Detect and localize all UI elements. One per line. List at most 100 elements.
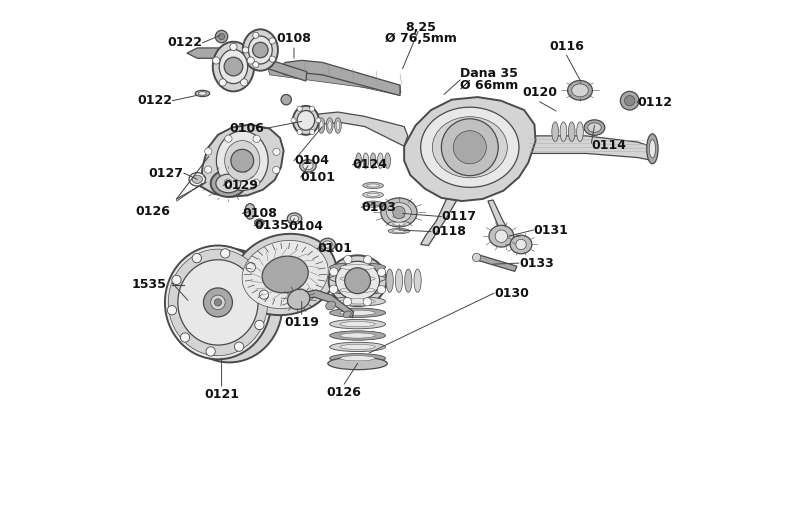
Circle shape bbox=[254, 320, 264, 330]
Ellipse shape bbox=[367, 184, 379, 187]
Circle shape bbox=[205, 166, 212, 173]
Ellipse shape bbox=[370, 153, 376, 168]
Ellipse shape bbox=[340, 299, 375, 304]
Ellipse shape bbox=[330, 354, 386, 363]
Ellipse shape bbox=[362, 192, 383, 198]
Circle shape bbox=[270, 56, 275, 62]
Circle shape bbox=[273, 148, 280, 155]
Ellipse shape bbox=[326, 301, 336, 310]
Ellipse shape bbox=[336, 121, 340, 130]
Polygon shape bbox=[201, 124, 284, 197]
Ellipse shape bbox=[362, 201, 383, 207]
Ellipse shape bbox=[328, 357, 387, 370]
Polygon shape bbox=[268, 64, 401, 93]
Text: 0101: 0101 bbox=[301, 171, 336, 184]
Circle shape bbox=[221, 249, 230, 258]
Circle shape bbox=[206, 347, 215, 356]
Ellipse shape bbox=[210, 170, 246, 197]
Text: 0108: 0108 bbox=[242, 207, 277, 220]
Ellipse shape bbox=[330, 319, 386, 329]
Text: 1535: 1535 bbox=[131, 278, 166, 291]
Ellipse shape bbox=[386, 203, 411, 222]
Ellipse shape bbox=[178, 260, 258, 345]
Ellipse shape bbox=[367, 203, 379, 206]
Polygon shape bbox=[278, 60, 400, 96]
Ellipse shape bbox=[567, 81, 593, 100]
Ellipse shape bbox=[195, 90, 210, 97]
Ellipse shape bbox=[319, 121, 323, 130]
Ellipse shape bbox=[386, 269, 394, 292]
Circle shape bbox=[259, 290, 269, 300]
Ellipse shape bbox=[254, 219, 264, 226]
Text: 0104: 0104 bbox=[289, 220, 324, 233]
Circle shape bbox=[210, 295, 225, 309]
Ellipse shape bbox=[329, 255, 386, 306]
Circle shape bbox=[230, 43, 237, 50]
Polygon shape bbox=[302, 112, 408, 146]
Circle shape bbox=[253, 179, 260, 186]
Circle shape bbox=[291, 118, 296, 123]
Ellipse shape bbox=[216, 131, 268, 190]
Ellipse shape bbox=[262, 256, 308, 293]
Ellipse shape bbox=[340, 344, 375, 349]
Ellipse shape bbox=[318, 118, 325, 133]
Text: 0120: 0120 bbox=[522, 86, 557, 99]
Ellipse shape bbox=[225, 140, 260, 181]
Ellipse shape bbox=[340, 333, 375, 338]
Ellipse shape bbox=[328, 121, 331, 130]
Text: 0103: 0103 bbox=[362, 201, 396, 214]
Text: 0122: 0122 bbox=[167, 36, 202, 49]
Ellipse shape bbox=[330, 297, 386, 306]
Circle shape bbox=[246, 263, 255, 272]
Text: Dana 35: Dana 35 bbox=[460, 67, 518, 80]
Circle shape bbox=[231, 149, 254, 172]
Ellipse shape bbox=[552, 122, 558, 141]
Ellipse shape bbox=[340, 265, 375, 270]
Ellipse shape bbox=[560, 122, 567, 141]
Text: 0121: 0121 bbox=[204, 388, 239, 401]
Ellipse shape bbox=[405, 269, 412, 292]
Ellipse shape bbox=[393, 229, 405, 232]
Circle shape bbox=[330, 268, 338, 276]
Circle shape bbox=[516, 239, 526, 250]
Ellipse shape bbox=[393, 222, 405, 225]
Text: 0127: 0127 bbox=[149, 166, 184, 179]
Ellipse shape bbox=[330, 263, 386, 272]
Polygon shape bbox=[488, 200, 516, 244]
Circle shape bbox=[224, 179, 231, 186]
Text: 0126: 0126 bbox=[135, 205, 170, 218]
Ellipse shape bbox=[421, 107, 519, 187]
Ellipse shape bbox=[297, 111, 314, 130]
Ellipse shape bbox=[363, 153, 369, 168]
Text: 0133: 0133 bbox=[519, 256, 554, 269]
Circle shape bbox=[213, 57, 220, 64]
Circle shape bbox=[224, 57, 242, 76]
Ellipse shape bbox=[381, 198, 417, 227]
Text: 8,25: 8,25 bbox=[406, 21, 436, 34]
Ellipse shape bbox=[320, 238, 335, 251]
Ellipse shape bbox=[388, 214, 410, 219]
Circle shape bbox=[241, 79, 248, 86]
Text: 0126: 0126 bbox=[326, 386, 362, 399]
Circle shape bbox=[330, 285, 338, 293]
Circle shape bbox=[344, 255, 352, 264]
Ellipse shape bbox=[165, 245, 271, 359]
Ellipse shape bbox=[330, 308, 386, 317]
Text: 0108: 0108 bbox=[277, 32, 311, 45]
Ellipse shape bbox=[650, 140, 655, 158]
Ellipse shape bbox=[568, 122, 575, 141]
Text: 0122: 0122 bbox=[138, 94, 173, 107]
Ellipse shape bbox=[287, 289, 310, 309]
Circle shape bbox=[393, 206, 405, 218]
Ellipse shape bbox=[245, 204, 255, 219]
Ellipse shape bbox=[330, 331, 386, 340]
Ellipse shape bbox=[330, 285, 386, 295]
Polygon shape bbox=[404, 97, 535, 201]
Ellipse shape bbox=[323, 241, 332, 248]
Circle shape bbox=[192, 254, 202, 263]
Ellipse shape bbox=[588, 123, 601, 132]
Ellipse shape bbox=[385, 153, 390, 168]
Circle shape bbox=[218, 33, 225, 40]
Circle shape bbox=[180, 333, 190, 342]
Circle shape bbox=[310, 129, 314, 135]
